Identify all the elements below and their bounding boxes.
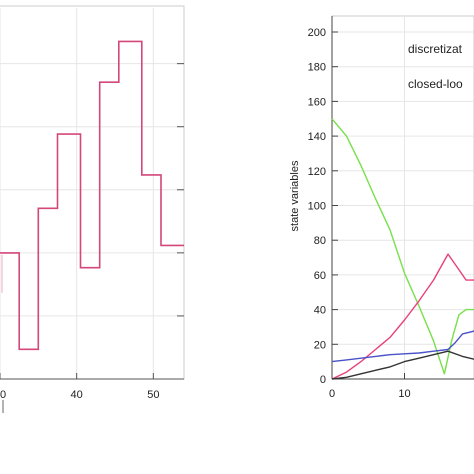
right-y-tick-label: 60 <box>314 270 326 282</box>
left-series-line-0 <box>0 40 184 351</box>
left-x-tick-label: 30 <box>0 389 6 401</box>
right-x-tick-label: 0 <box>329 388 335 400</box>
right-series-line-2 <box>331 330 474 363</box>
left-plot-area <box>0 5 185 380</box>
left-x-ticks: 30 40 50 <box>0 373 159 401</box>
legend-item-closed-loop: closed-loo <box>408 77 463 91</box>
right-y-tick-label: 0 <box>320 374 326 386</box>
right-series-group <box>331 118 474 380</box>
right-y-tick-label: 20 <box>314 339 326 351</box>
right-plot-area <box>331 15 474 380</box>
left-x-tick-label: 40 <box>71 389 83 401</box>
right-chart: 0 20 40 60 80 100 120 140 160 180 200 0 10 state va… <box>289 15 474 400</box>
left-series-group <box>0 40 184 351</box>
right-y-tick-label: 120 <box>308 166 326 178</box>
right-y-tick-label: 180 <box>308 62 326 74</box>
right-y-tick-label: 200 <box>308 27 326 39</box>
left-gridlines <box>0 8 184 379</box>
right-y-tick-label: 160 <box>308 96 326 108</box>
right-y-tick-label: 100 <box>308 201 326 213</box>
right-series-line-1 <box>331 253 474 380</box>
right-x-ticks: 0 10 <box>329 373 411 400</box>
right-y-ticks: 0 20 40 60 80 100 120 140 160 180 200 <box>308 27 338 386</box>
right-series-line-0 <box>331 118 474 375</box>
right-y-tick-label: 140 <box>308 131 326 143</box>
legend-item-discretization: discretizat <box>408 42 463 56</box>
right-y-axis-label: state variables <box>289 160 301 231</box>
right-gridlines <box>332 16 474 379</box>
right-legend: discretizat closed-loo <box>408 42 463 91</box>
right-x-tick-label: 10 <box>398 388 410 400</box>
right-y-tick-label: 80 <box>314 235 326 247</box>
left-x-tick-label: 50 <box>147 389 159 401</box>
left-y-ticks <box>177 63 184 317</box>
right-y-tick-label: 40 <box>314 305 326 317</box>
left-chart: 30 40 50 <box>0 5 185 413</box>
right-series-line-3 <box>331 350 474 380</box>
